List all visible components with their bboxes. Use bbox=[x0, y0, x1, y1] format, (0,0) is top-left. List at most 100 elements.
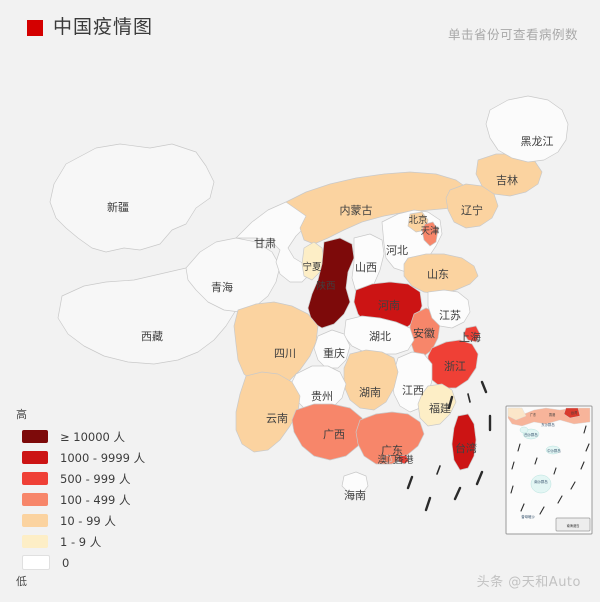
label-jiangxi: 江西 bbox=[402, 384, 424, 397]
legend-item[interactable]: 1000 - 9999 人 bbox=[16, 447, 166, 468]
hint-text: 单击省份可查看病例数 bbox=[447, 27, 578, 42]
legend-swatch bbox=[22, 555, 50, 570]
province-chongqing[interactable] bbox=[313, 329, 351, 369]
legend-swatch bbox=[22, 493, 48, 506]
label-aomen: 澳门 bbox=[377, 454, 396, 466]
inset-button[interactable] bbox=[555, 517, 591, 532]
legend-item[interactable]: ≥ 10000 人 bbox=[16, 426, 166, 447]
inset-label-xisha: 西沙群岛 bbox=[524, 432, 538, 437]
legend-high-label: 高 bbox=[16, 408, 27, 421]
inset-label-nansha: 南沙群岛 bbox=[534, 479, 548, 484]
province-yunnan[interactable] bbox=[235, 371, 301, 453]
label-taiwan: 台湾 bbox=[455, 441, 477, 455]
province-sichuan[interactable] bbox=[233, 301, 319, 389]
label-hubei: 湖北 bbox=[369, 330, 391, 343]
legend-swatch bbox=[22, 514, 48, 527]
province-guangdong[interactable] bbox=[355, 411, 425, 465]
label-neimenggu: 内蒙古 bbox=[340, 203, 373, 217]
label-chongqing: 重庆 bbox=[323, 346, 345, 360]
legend-label: 500 - 999 人 bbox=[60, 471, 131, 486]
legend-label: 100 - 499 人 bbox=[60, 492, 131, 507]
label-jiangsu: 江苏 bbox=[439, 309, 461, 322]
label-shanxi: 山西 bbox=[355, 261, 377, 274]
province-qinghai[interactable] bbox=[185, 237, 281, 313]
inset-button-label: 南海诸岛 bbox=[567, 523, 580, 528]
label-hainan: 海南 bbox=[344, 488, 366, 502]
inset-guangxi bbox=[507, 407, 527, 421]
legend-swatch bbox=[22, 535, 48, 548]
province-liaoning[interactable] bbox=[445, 183, 499, 229]
label-ningxia: 宁夏 bbox=[302, 261, 322, 273]
province-hubei[interactable] bbox=[343, 315, 415, 355]
title-swatch-icon bbox=[27, 19, 43, 36]
label-shandong: 山东 bbox=[427, 268, 449, 281]
province-tianjin[interactable] bbox=[421, 221, 439, 247]
label-hunan: 湖南 bbox=[359, 386, 381, 399]
label-fujian: 福建 bbox=[429, 401, 451, 415]
legend-swatch bbox=[22, 451, 48, 464]
legend-item[interactable]: 10 - 99 人 bbox=[16, 510, 166, 531]
legend-item[interactable]: 100 - 499 人 bbox=[16, 489, 166, 510]
province-xinjiang[interactable] bbox=[49, 143, 215, 253]
label-shanghai: 上海 bbox=[459, 330, 481, 344]
legend: 高 ≥ 10000 人 1000 - 9999 人 500 - 999 人 10… bbox=[16, 408, 166, 589]
label-jilin: 吉林 bbox=[496, 173, 518, 187]
label-beijing: 北京 bbox=[408, 214, 427, 226]
province-hainan[interactable] bbox=[341, 471, 369, 495]
province-xizang[interactable] bbox=[57, 267, 239, 365]
province-shanghai[interactable] bbox=[463, 325, 481, 343]
label-guangdong: 广东 bbox=[381, 444, 403, 457]
south-china-sea-inset[interactable]: 东沙群岛 西沙群岛 中沙群岛 南沙群岛 曾母暗沙 广东 香港 台湾 南海诸岛 bbox=[505, 405, 593, 535]
inset-taiwan bbox=[563, 407, 581, 419]
legend-swatch bbox=[22, 472, 48, 485]
province-neimenggu[interactable] bbox=[285, 171, 471, 245]
label-yunnan: 云南 bbox=[266, 412, 288, 425]
inset-label-zengmu: 曾母暗沙 bbox=[521, 514, 535, 519]
label-sichuan: 四川 bbox=[274, 347, 296, 360]
province-shandong[interactable] bbox=[403, 253, 479, 295]
legend-item[interactable]: 1 - 9 人 bbox=[16, 531, 166, 552]
inset-label-xianggang: 香港 bbox=[549, 412, 556, 417]
watermark: 头条 @天和Auto bbox=[476, 575, 581, 590]
province-fujian[interactable] bbox=[417, 383, 457, 427]
label-xianggang: 香港 bbox=[394, 454, 414, 466]
province-xianggang[interactable] bbox=[397, 454, 410, 465]
label-gansu: 甘肃 bbox=[254, 237, 276, 250]
label-anhui: 安徽 bbox=[413, 326, 435, 340]
china-map-svg[interactable]: 新疆 西藏 青海 甘肃 内蒙古 宁夏 陕西 山西 河北 北京 天津 山东 河南 … bbox=[0, 52, 600, 552]
map-canvas[interactable]: 新疆 西藏 青海 甘肃 内蒙古 宁夏 陕西 山西 河北 北京 天津 山东 河南 … bbox=[0, 52, 600, 552]
inset-label-guangdong: 广东 bbox=[530, 412, 536, 417]
label-qinghai: 青海 bbox=[211, 280, 233, 294]
label-guangxi: 广西 bbox=[323, 428, 345, 441]
province-aomen[interactable] bbox=[382, 454, 393, 464]
label-tianjin: 天津 bbox=[420, 226, 440, 237]
page-title: 中国疫情图 bbox=[27, 18, 153, 37]
label-guizhou: 贵州 bbox=[311, 390, 333, 403]
legend-item[interactable]: 0 bbox=[16, 552, 166, 573]
inset-label-dongsha: 东沙群岛 bbox=[541, 422, 555, 427]
label-hebei: 河北 bbox=[386, 244, 408, 257]
header: 中国疫情图 单击省份可查看病例数 bbox=[0, 0, 600, 56]
province-taiwan[interactable] bbox=[451, 413, 477, 471]
label-liaoning: 辽宁 bbox=[461, 203, 483, 217]
label-zhejiang: 浙江 bbox=[444, 360, 466, 373]
province-hunan[interactable] bbox=[343, 349, 399, 411]
legend-label: ≥ 10000 人 bbox=[60, 429, 126, 444]
province-guangxi[interactable] bbox=[291, 403, 365, 461]
label-heilongjiang: 黑龙江 bbox=[521, 135, 554, 148]
province-jiangsu[interactable] bbox=[427, 289, 471, 329]
province-heilongjiang[interactable] bbox=[485, 95, 569, 163]
south-china-sea-dashes bbox=[406, 380, 492, 512]
label-henan: 河南 bbox=[378, 299, 400, 312]
legend-item[interactable]: 500 - 999 人 bbox=[16, 468, 166, 489]
province-labels: 新疆 西藏 青海 甘肃 内蒙古 宁夏 陕西 山西 河北 北京 天津 山东 河南 … bbox=[107, 135, 554, 502]
legend-swatch bbox=[22, 430, 48, 443]
label-xizang: 西藏 bbox=[141, 330, 163, 343]
label-xinjiang: 新疆 bbox=[107, 200, 129, 214]
legend-label: 1000 - 9999 人 bbox=[60, 450, 146, 465]
province-shaanxi[interactable] bbox=[307, 237, 355, 329]
inset-label-zhongsha: 中沙群岛 bbox=[547, 448, 561, 453]
legend-label: 1 - 9 人 bbox=[60, 534, 102, 549]
legend-label: 10 - 99 人 bbox=[60, 513, 116, 528]
